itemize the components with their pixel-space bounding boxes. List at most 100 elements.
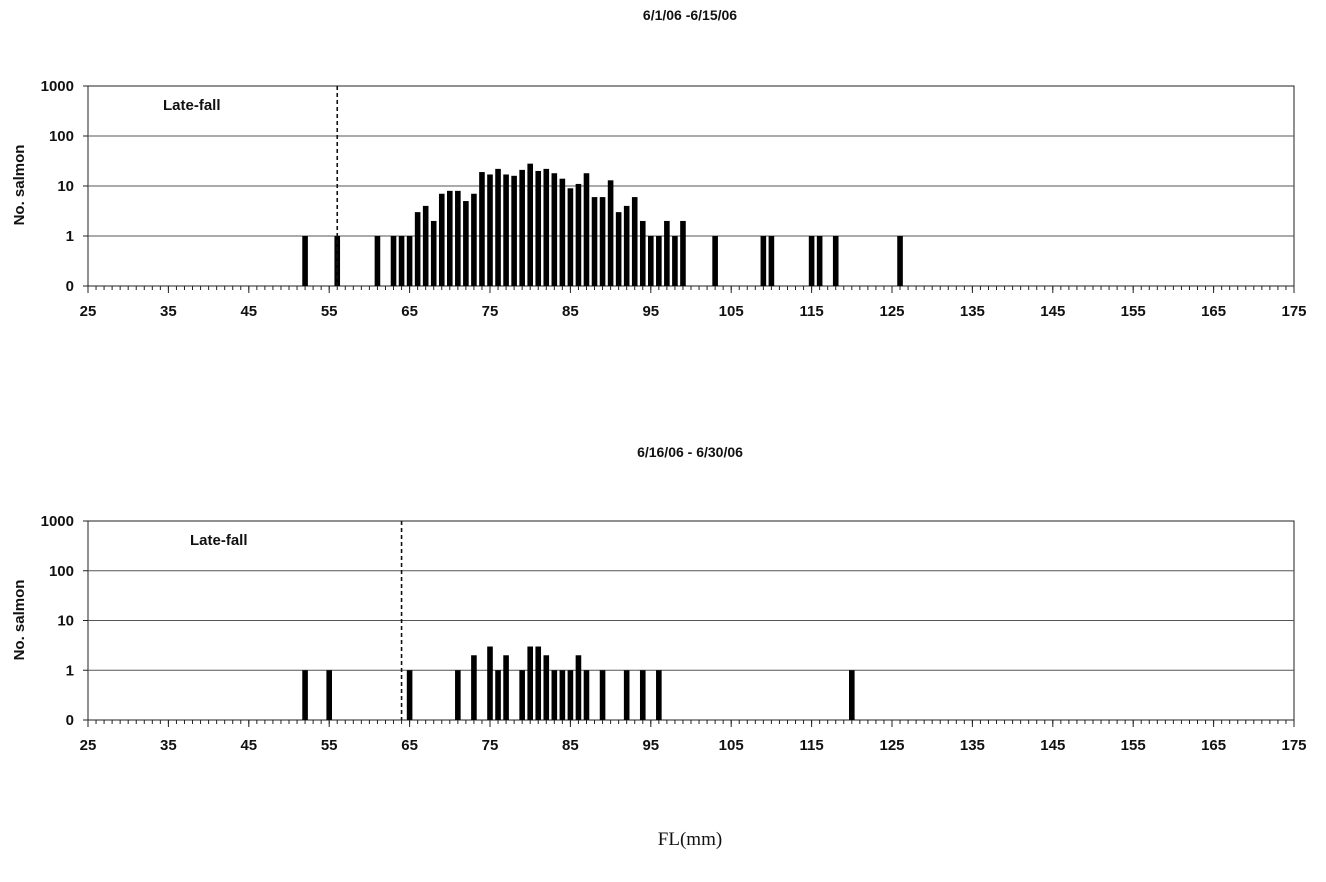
chart-1-bar	[535, 170, 542, 286]
chart-1-bar	[422, 205, 429, 286]
chart-2-x-tick-label: 115	[799, 737, 823, 754]
chart-1-x-tick-label: 25	[80, 303, 97, 320]
chart-2-x-tick-label: 125	[879, 737, 904, 754]
chart-2-y-tick-label: 100	[49, 563, 74, 580]
chart-2-bar	[559, 670, 566, 720]
chart-2-ylabel: No. salmon	[11, 580, 28, 661]
chart-2-x-tick-label: 165	[1201, 737, 1226, 754]
chart-1-bar	[808, 236, 815, 286]
chart-1-bar	[447, 190, 453, 286]
chart-2-bar	[639, 670, 646, 720]
chart-1-bar	[623, 205, 630, 286]
chart-2-bar	[583, 670, 590, 720]
chart-2-y-tick-label: 1	[66, 662, 74, 679]
chart-2-x-tick-label: 55	[321, 737, 338, 754]
chart-2-late-fall-label: Late-fall	[190, 532, 248, 549]
chart-2-bar	[656, 670, 662, 720]
chart-1-bar	[816, 236, 823, 286]
chart-1-bar	[648, 236, 654, 286]
chart-1-bar	[583, 173, 590, 286]
chart-1-bar	[607, 180, 614, 286]
chart-1-bar	[471, 193, 477, 286]
chart-1-y-tick-label: 1000	[41, 78, 74, 95]
chart-1-x-tick-label: 155	[1121, 303, 1146, 320]
chart-2-bar	[503, 655, 509, 720]
chart-1-title: 6/1/06 -6/15/06	[643, 7, 737, 23]
chart-1-bar	[543, 168, 550, 286]
chart-1-bar	[503, 174, 509, 286]
chart-2-bars	[302, 646, 855, 720]
chart-1-bar	[519, 169, 525, 286]
chart-2-x-tick-label: 155	[1121, 737, 1146, 754]
chart-1-x-axis: 25 35 45 55 65 75 85 95 105 115 125 135 145 155 165 175	[80, 286, 1307, 320]
chart-2-bar	[302, 670, 308, 720]
chart-1-y-axis: 0 1 10 100 1000	[41, 78, 88, 295]
chart-1-bar	[680, 220, 686, 286]
chart-1-x-tick-label: 95	[642, 303, 659, 320]
chart-2-bar	[551, 670, 558, 720]
chart-2-bar	[543, 655, 550, 720]
chart-1-bar	[390, 236, 397, 286]
chart-1-bar	[631, 197, 638, 286]
chart-2-x-tick-label: 65	[401, 737, 418, 754]
chart-2-bar	[575, 655, 582, 720]
chart-1-x-tick-label: 65	[401, 303, 418, 320]
chart-2-bar	[599, 670, 606, 720]
chart-1-x-tick-label: 35	[160, 303, 177, 320]
chart-2-x-tick-label: 45	[240, 737, 257, 754]
chart-1-x-tick-label: 105	[719, 303, 744, 320]
chart-1-x-tick-label: 75	[482, 303, 499, 320]
chart-1-bar	[575, 183, 582, 286]
chart-1-bar	[639, 220, 646, 286]
chart-1-bar	[438, 193, 445, 286]
chart-1-bar	[712, 236, 718, 286]
chart-2-x-axis: 25 35 45 55 65 75 85 95 105 115 125 135 145 155 165 175	[80, 720, 1307, 754]
chart-1-bar	[302, 236, 308, 286]
chart-1-y-tick-label: 1	[66, 228, 74, 245]
chart-2-x-tick-label: 25	[80, 737, 97, 754]
chart-2-bar	[849, 670, 855, 720]
chart-2-bar	[527, 646, 533, 720]
chart-1-bars	[302, 163, 903, 286]
chart-1-bar	[463, 201, 469, 286]
chart-1-bar	[656, 236, 662, 286]
chart-1-x-tick-label: 165	[1201, 303, 1226, 320]
chart-1-bar	[398, 236, 405, 286]
chart-2-bar	[623, 670, 630, 720]
chart-1-bar	[599, 197, 606, 286]
chart-2-bar	[455, 670, 461, 720]
chart-2: 6/16/06 - 6/30/06 No. salmon Late-fall 2…	[11, 444, 1307, 754]
chart-1-bar	[760, 236, 767, 286]
chart-1-bar	[511, 175, 517, 286]
chart-1-bar	[664, 220, 670, 286]
chart-1-bar	[479, 172, 485, 286]
chart-1-grid	[88, 135, 1294, 237]
chart-1-bar	[832, 236, 839, 286]
chart-2-bar	[471, 655, 477, 720]
chart-1-x-tick-label: 55	[321, 303, 338, 320]
chart-2-x-tick-label: 95	[642, 737, 659, 754]
shared-x-axis-label: FL(mm)	[658, 829, 722, 850]
chart-2-x-tick-label: 85	[562, 737, 579, 754]
chart-1-bar	[527, 163, 533, 286]
chart-1-bar	[406, 236, 413, 286]
chart-1-x-tick-label: 145	[1040, 303, 1065, 320]
chart-1-bar	[487, 174, 493, 286]
chart-1-bar	[495, 168, 501, 286]
chart-2-x-tick-label: 175	[1281, 737, 1306, 754]
chart-1-bar	[567, 188, 574, 286]
chart-2-bar	[495, 670, 501, 720]
chart-2-bar	[535, 646, 542, 720]
chart-2-x-tick-label: 145	[1040, 737, 1065, 754]
chart-1-y-tick-label: 10	[57, 178, 74, 195]
chart-1-bar	[430, 220, 437, 286]
chart-2-x-tick-label: 35	[160, 737, 177, 754]
chart-1-bar	[591, 197, 598, 286]
chart-2-bar	[326, 670, 332, 720]
chart-1-x-tick-label: 115	[799, 303, 823, 320]
chart-1-x-tick-label: 135	[960, 303, 985, 320]
chart-2-grid	[88, 570, 1294, 671]
chart-1-bar	[768, 236, 775, 286]
chart-1-bar	[672, 236, 678, 286]
chart-1-x-tick-label: 175	[1281, 303, 1306, 320]
